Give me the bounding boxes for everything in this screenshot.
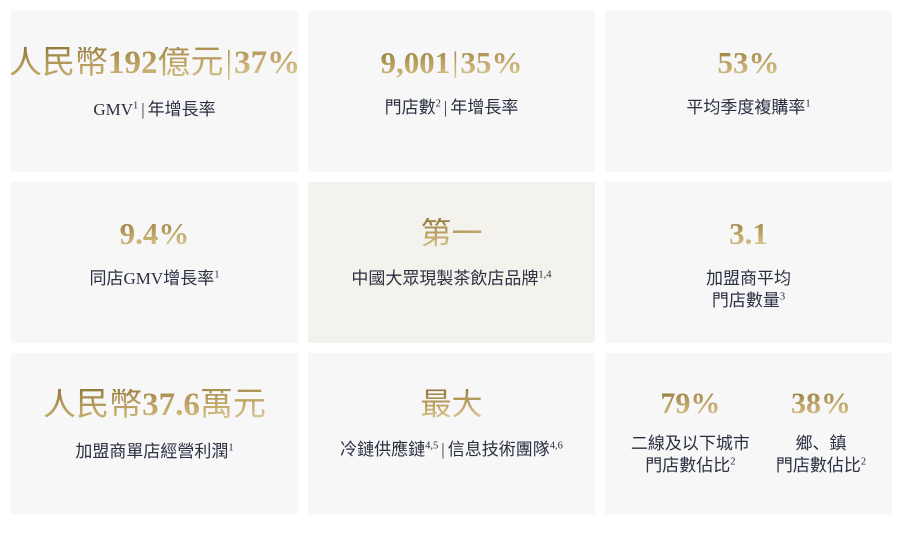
kpi-headline-franchisee-store-profit: 人民幣37.6萬元 xyxy=(43,389,266,422)
caption-footnote-ref: 2 xyxy=(435,98,441,110)
caption-tail: 信息技術團隊 xyxy=(447,440,550,459)
caption-line-2-text: 門店數佔比 xyxy=(775,456,861,476)
split-stat-lower-tier-cities: 79% 二線及以下城市 門店數佔比2 xyxy=(631,389,750,478)
headline-segment-unit: 萬元 xyxy=(199,387,266,423)
caption-footnote-ref: 4,5 xyxy=(425,440,439,452)
caption-tail: 年增長率 xyxy=(450,98,519,117)
kpi-cell-repurchase-rate: 53% 平均季度複購率1 xyxy=(605,11,892,172)
kpi-headline-same-store-gmv-growth: 9.4% xyxy=(120,218,190,249)
headline-segment-growth: 35% xyxy=(460,45,523,80)
kpi-headline-townships: 38% xyxy=(790,387,851,420)
caption-footnote-ref: 1 xyxy=(214,269,220,281)
caption-main: 門店數 xyxy=(384,98,436,117)
kpi-headline-number-one-brand: 第一 xyxy=(421,218,483,249)
caption-main: 平均季度複購率 xyxy=(686,98,806,117)
caption-footnote-ref: 2 xyxy=(730,456,736,468)
kpi-cell-gmv: 人民幣192億元|37% GMV1 | 年增長率 xyxy=(11,11,298,172)
caption-footnote-ref: 1 xyxy=(228,442,234,454)
headline-segment-value: 37.6 xyxy=(142,387,200,423)
headline-segment-value: 3.1 xyxy=(729,216,768,251)
caption-tail-footnote-ref: 4,6 xyxy=(549,440,563,452)
caption-tail: 年增長率 xyxy=(147,100,216,119)
headline-segment-value: 9.4% xyxy=(119,216,190,251)
caption-line-2-text: 門店數量 xyxy=(711,291,780,311)
caption-footnote-ref: 2 xyxy=(860,456,867,468)
caption-separator: | xyxy=(141,100,145,119)
kpi-caption-same-store-gmv-growth: 同店GMV增長率1 xyxy=(90,268,220,290)
caption-main: 加盟商單店經營利潤 xyxy=(75,442,229,461)
headline-segment-unit: 億元 xyxy=(157,45,224,81)
kpi-caption-number-one-brand: 中國大眾現製茶飲店品牌1,4 xyxy=(351,268,551,290)
headline-separator: | xyxy=(225,45,233,81)
kpi-caption-franchisee-store-profit: 加盟商單店經營利潤1 xyxy=(75,441,233,463)
kpi-caption-avg-stores-per-franchisee: 加盟商平均 門店數量3 xyxy=(706,268,791,313)
caption-separator: | xyxy=(443,98,448,117)
headline-separator: | xyxy=(452,45,459,80)
headline-segment-value: 第一 xyxy=(420,216,483,251)
caption-line-2-text: 門店數佔比 xyxy=(645,456,731,476)
kpi-caption-lower-tier-cities: 二線及以下城市 門店數佔比2 xyxy=(631,433,750,478)
caption-line-2: 門店數佔比2 xyxy=(631,455,750,477)
caption-main: GMV xyxy=(93,100,133,119)
kpi-cell-avg-stores-per-franchisee: 3.1 加盟商平均 門店數量3 xyxy=(605,182,892,343)
split-stat-townships: 38% 鄉、鎮 門店數佔比2 xyxy=(776,389,866,478)
caption-footnote-ref: 1 xyxy=(805,98,811,110)
kpi-caption-gmv: GMV1 | 年增長率 xyxy=(93,99,215,121)
headline-segment-growth: 37% xyxy=(234,45,301,81)
kpi-caption-repurchase-rate: 平均季度複購率1 xyxy=(686,97,810,119)
headline-segment-prefix: 人民幣 xyxy=(8,45,108,81)
kpi-headline-store-count: 9,001|35% xyxy=(381,47,523,78)
caption-line-2: 門店數佔比2 xyxy=(776,455,866,477)
kpi-caption-townships: 鄉、鎮 門店數佔比2 xyxy=(776,433,866,478)
kpi-cell-store-count: 9,001|35% 門店數2 | 年增長率 xyxy=(308,11,595,172)
caption-line-1: 二線及以下城市 xyxy=(630,434,750,453)
headline-segment-value: 192 xyxy=(107,45,158,81)
caption-main: 中國大眾現製茶飲店品牌 xyxy=(351,269,539,288)
kpi-cell-franchisee-store-profit: 人民幣37.6萬元 加盟商單店經營利潤1 xyxy=(11,353,298,514)
split-stat-group: 79% 二線及以下城市 門店數佔比2 38% 鄉、鎮 門店數佔比2 xyxy=(605,389,892,478)
kpi-headline-largest-supply-chain: 最大 xyxy=(421,389,483,420)
kpi-caption-largest-supply-chain: 冷鏈供應鏈4,5 | 信息技術團隊4,6 xyxy=(340,439,563,461)
caption-footnote-ref: 1,4 xyxy=(538,269,552,281)
caption-footnote-ref: 3 xyxy=(779,291,786,303)
caption-main: 同店GMV增長率 xyxy=(89,269,215,288)
caption-footnote-ref: 1 xyxy=(133,100,139,112)
kpi-headline-gmv: 人民幣192億元|37% xyxy=(9,47,300,80)
headline-segment-value: 9,001 xyxy=(380,45,451,80)
headline-segment-value: 53% xyxy=(717,45,780,80)
kpi-headline-avg-stores-per-franchisee: 3.1 xyxy=(729,218,768,249)
headline-segment-prefix: 人民幣 xyxy=(43,387,143,423)
caption-line-2: 門店數量3 xyxy=(706,290,791,312)
kpi-cell-largest-supply-chain: 最大 冷鏈供應鏈4,5 | 信息技術團隊4,6 xyxy=(308,353,595,514)
headline-segment-value: 最大 xyxy=(420,387,483,422)
kpi-headline-repurchase-rate: 53% xyxy=(718,47,780,78)
kpi-cell-city-tier-mix: 79% 二線及以下城市 門店數佔比2 38% 鄉、鎮 門店數佔比2 xyxy=(605,353,892,514)
kpi-caption-store-count: 門店數2 | 年增長率 xyxy=(385,97,519,119)
kpi-headline-lower-tier-cities: 79% xyxy=(660,387,721,420)
caption-main: 冷鏈供應鏈 xyxy=(340,440,426,459)
caption-separator: | xyxy=(441,440,445,459)
kpi-cell-number-one-brand: 第一 中國大眾現製茶飲店品牌1,4 xyxy=(308,182,595,343)
caption-line-1: 鄉、鎮 xyxy=(795,434,847,453)
kpi-cell-same-store-gmv-growth: 9.4% 同店GMV增長率1 xyxy=(11,182,298,343)
caption-line-1: 加盟商平均 xyxy=(706,269,791,288)
